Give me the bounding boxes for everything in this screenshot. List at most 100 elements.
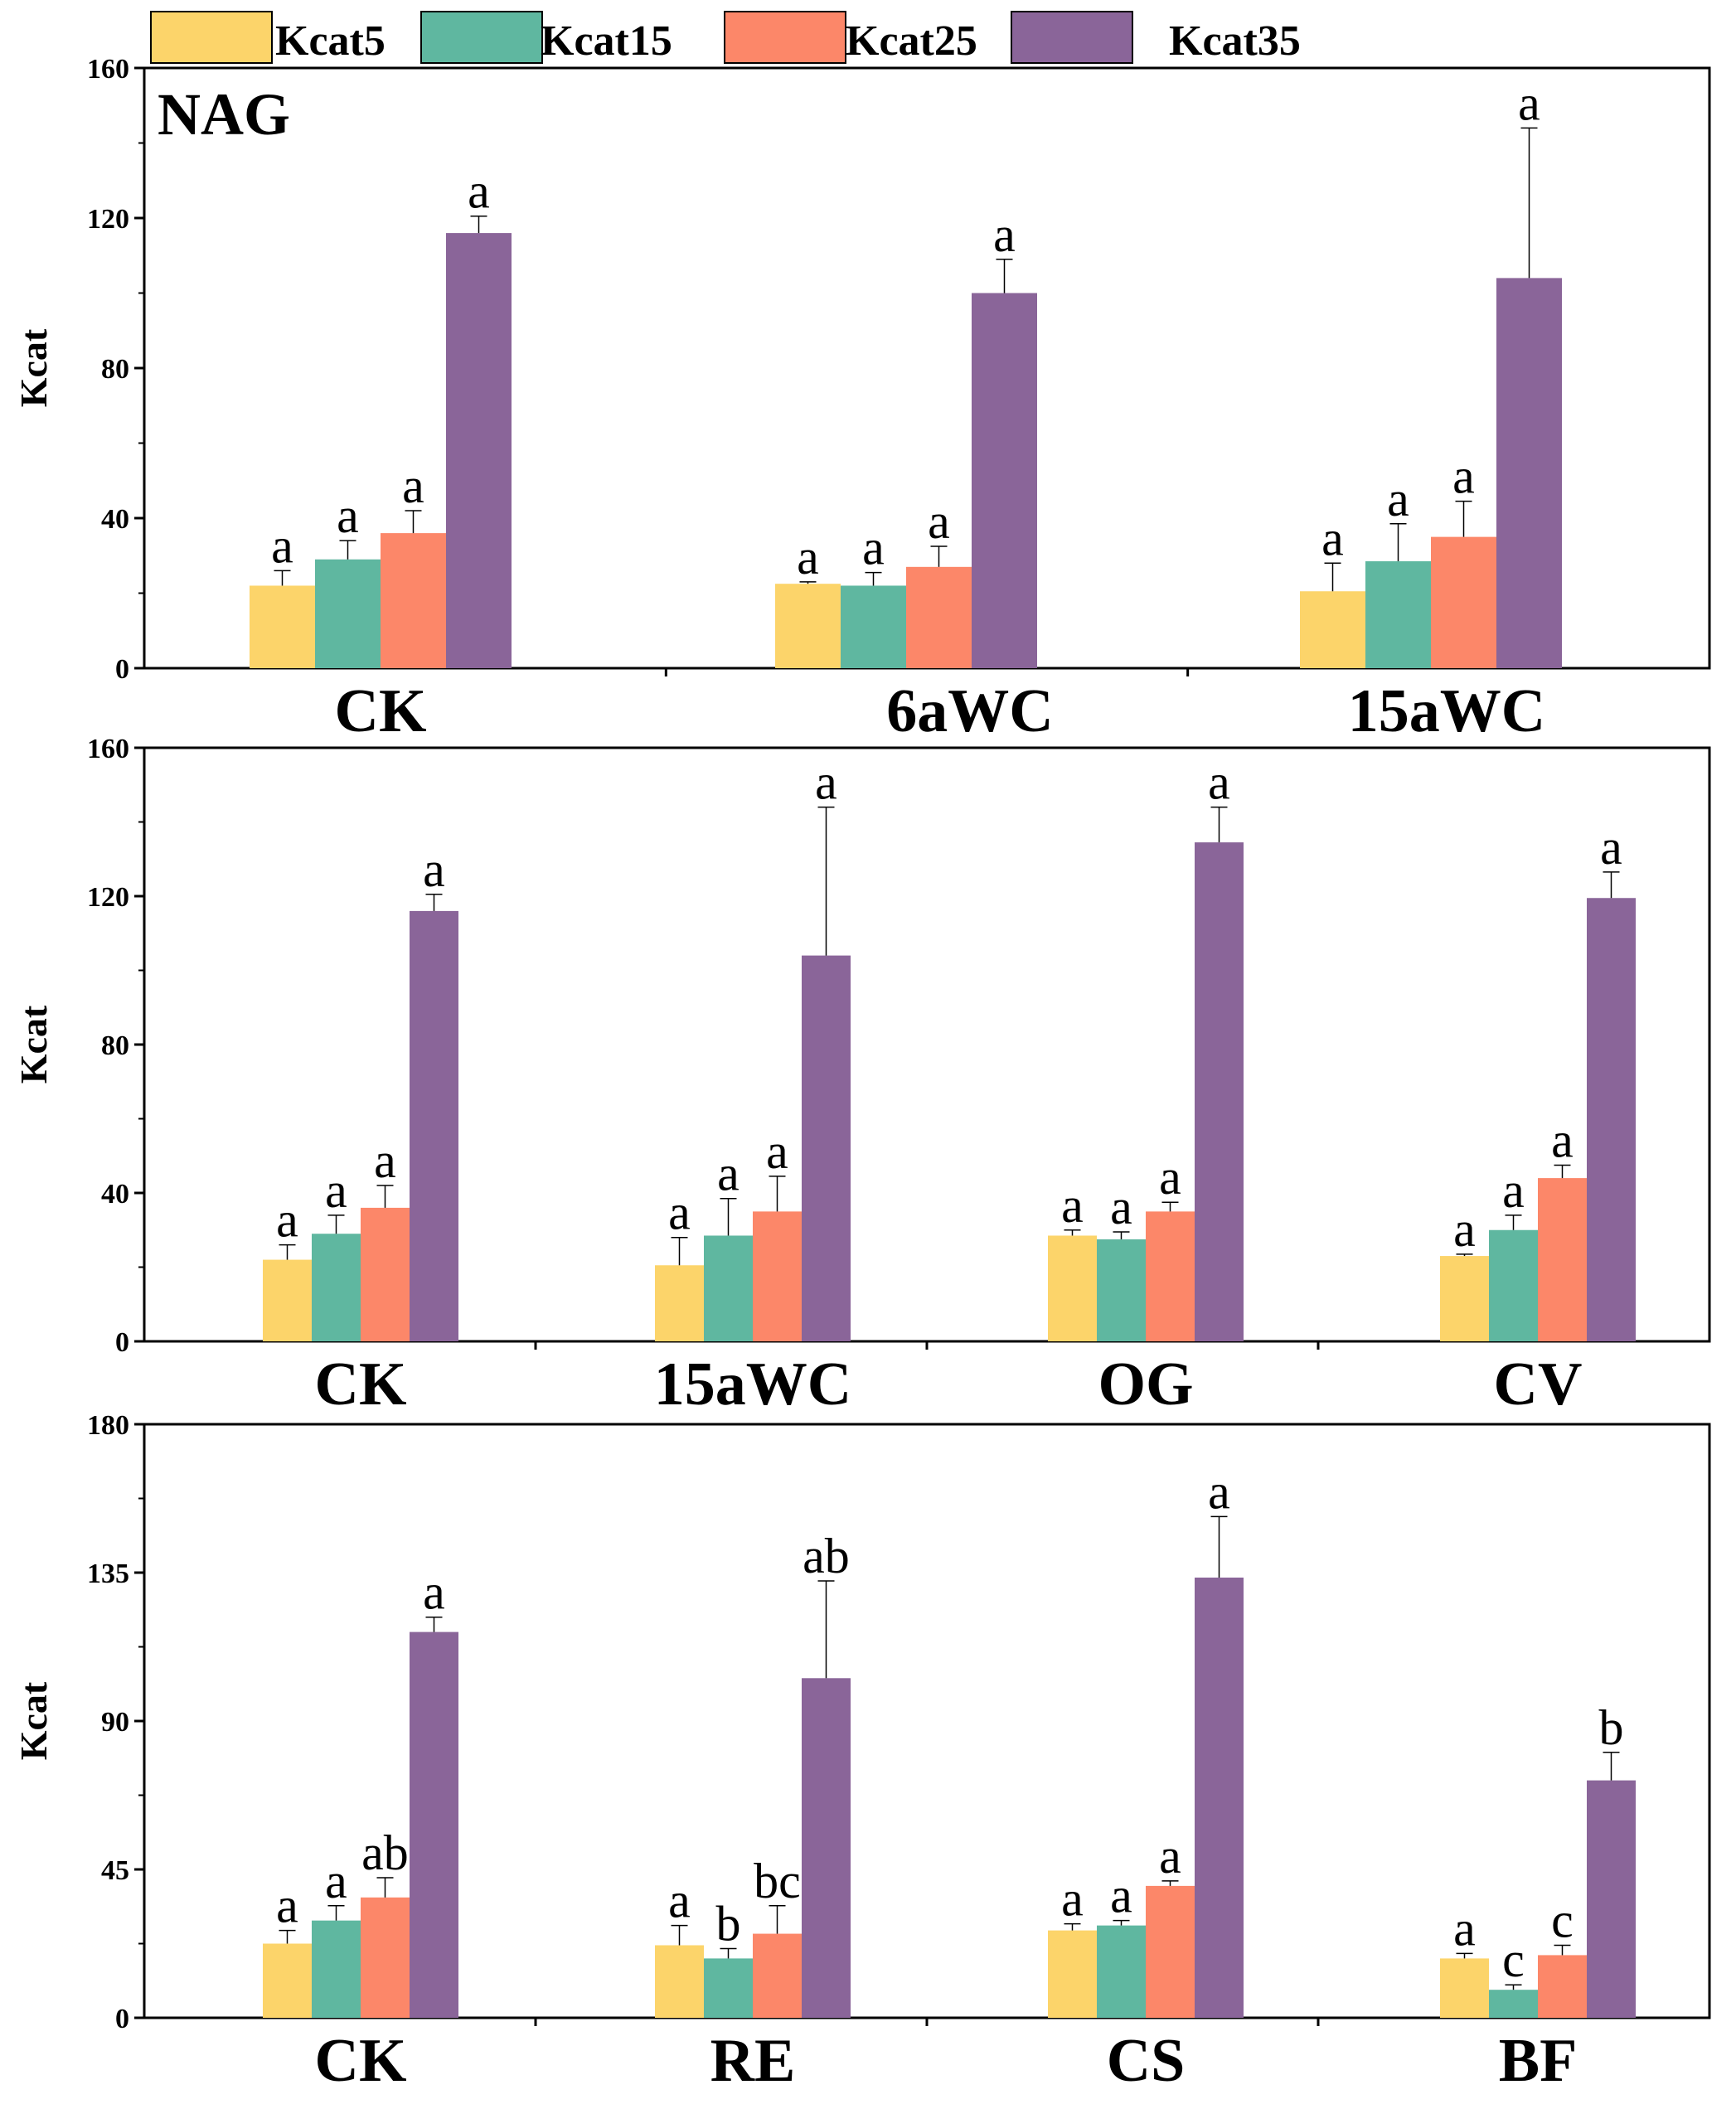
significance-label: a xyxy=(797,530,819,584)
bar-kcat5-ck xyxy=(250,585,315,668)
bar-kcat35-re xyxy=(802,1678,851,2018)
significance-label: a xyxy=(717,1147,739,1201)
bar-kcat5-re xyxy=(655,1945,704,2018)
significance-label: a xyxy=(1452,449,1475,504)
significance-label: a xyxy=(1502,1163,1525,1218)
significance-label: a xyxy=(993,207,1016,262)
y-tick-label: 120 xyxy=(87,204,129,235)
significance-label: a xyxy=(1453,1901,1476,1956)
bar-kcat5-ck xyxy=(263,1943,312,2018)
significance-label: a xyxy=(374,1133,396,1188)
significance-label: a xyxy=(402,458,424,513)
bar-kcat35-bf xyxy=(1587,1780,1636,2018)
y-tick-label: 180 xyxy=(87,1410,129,1441)
bar-kcat15-15awc xyxy=(1365,561,1431,668)
legend-swatch-kcat5 xyxy=(150,11,273,64)
significance-label: a xyxy=(1321,511,1344,565)
bar-kcat15-ck xyxy=(315,559,381,668)
y-tick-label: 160 xyxy=(87,734,129,764)
significance-label: a xyxy=(1208,1464,1230,1519)
bar-kcat5-15awc xyxy=(1300,591,1365,668)
bar-kcat5-15awc xyxy=(655,1265,704,1341)
bar-kcat35-og xyxy=(1195,842,1244,1341)
legend-swatch-kcat25 xyxy=(724,11,846,64)
significance-label: a xyxy=(1061,1178,1084,1233)
significance-label: a xyxy=(1387,472,1409,526)
y-axis-label: Kcat xyxy=(12,328,55,407)
significance-label: a xyxy=(862,521,885,575)
y-tick-label: 0 xyxy=(115,1327,129,1358)
legend-swatch-kcat35 xyxy=(1011,11,1133,64)
bar-kcat25-15awc xyxy=(1431,536,1496,668)
significance-label: a xyxy=(1159,1150,1181,1205)
y-tick-label: 0 xyxy=(115,2004,129,2034)
significance-label: b xyxy=(716,1896,741,1951)
y-axis-label: Kcat xyxy=(12,1681,55,1760)
legend: Kcat5 Kcat15 Kcat25 Kcat35 xyxy=(150,11,1301,65)
x-category-label: CK xyxy=(315,1350,407,1418)
significance-label: a xyxy=(1600,820,1622,875)
bar-kcat15-6awc xyxy=(841,585,906,668)
bar-kcat15-re xyxy=(704,1958,753,2018)
bar-kcat5-og xyxy=(1048,1235,1097,1341)
bar-kcat5-bf xyxy=(1440,1958,1489,2018)
x-category-label: RE xyxy=(710,2027,796,2095)
x-category-label: OG xyxy=(1098,1350,1193,1418)
bar-kcat15-bf xyxy=(1489,1990,1538,2018)
bar-kcat15-cs xyxy=(1097,1925,1146,2018)
significance-label: a xyxy=(468,164,490,219)
significance-label: a xyxy=(1061,1872,1084,1927)
significance-label: a xyxy=(815,755,837,810)
significance-label: a xyxy=(668,1185,691,1240)
x-category-label: 15aWC xyxy=(654,1350,851,1418)
significance-label: a xyxy=(1518,75,1540,130)
x-category-label: CK xyxy=(335,677,427,745)
y-tick-label: 80 xyxy=(101,354,129,385)
legend-swatch-kcat15 xyxy=(420,11,543,64)
bar-kcat15-ck xyxy=(312,1234,361,1341)
bar-kcat25-15awc xyxy=(753,1211,802,1341)
bar-kcat15-15awc xyxy=(704,1235,753,1341)
significance-label: bc xyxy=(754,1854,801,1908)
legend-label-kcat35: Kcat35 xyxy=(1169,17,1301,65)
bar-kcat35-ck xyxy=(446,233,512,669)
significance-label: a xyxy=(325,1163,347,1218)
significance-label: c xyxy=(1551,1893,1574,1947)
bar-kcat25-bf xyxy=(1538,1955,1587,2018)
significance-label: a xyxy=(276,1193,298,1248)
y-tick-label: 0 xyxy=(115,654,129,685)
bar-kcat15-cv xyxy=(1489,1229,1538,1341)
x-category-label: 6aWC xyxy=(886,677,1053,745)
y-tick-label: 40 xyxy=(101,1179,129,1210)
significance-label: ab xyxy=(361,1825,409,1880)
y-tick-label: 135 xyxy=(87,1559,129,1589)
bar-kcat25-6awc xyxy=(906,566,972,668)
significance-label: a xyxy=(668,1874,691,1928)
significance-label: a xyxy=(1551,1113,1574,1167)
significance-label: a xyxy=(271,518,293,573)
bar-kcat5-cv xyxy=(1440,1256,1489,1341)
bar-kcat35-cv xyxy=(1587,898,1636,1341)
significance-label: c xyxy=(1502,1932,1525,1987)
legend-label-kcat15: Kcat15 xyxy=(541,17,672,65)
x-category-label: CK xyxy=(315,2027,407,2095)
bar-kcat5-cs xyxy=(1048,1930,1097,2018)
bar-kcat15-og xyxy=(1097,1239,1146,1341)
y-tick-label: 80 xyxy=(101,1030,129,1061)
bar-kcat15-ck xyxy=(312,1920,361,2018)
bar-kcat35-6awc xyxy=(972,293,1037,668)
significance-label: ab xyxy=(803,1529,850,1583)
significance-label: a xyxy=(325,1854,347,1908)
bar-kcat35-15awc xyxy=(802,955,851,1341)
significance-label: a xyxy=(1208,755,1230,810)
y-tick-label: 45 xyxy=(101,1855,129,1886)
legend-label-kcat25: Kcat25 xyxy=(846,17,977,65)
significance-label: a xyxy=(1110,1869,1132,1923)
y-tick-label: 160 xyxy=(87,54,129,85)
y-tick-label: 120 xyxy=(87,882,129,913)
significance-label: a xyxy=(928,494,950,549)
